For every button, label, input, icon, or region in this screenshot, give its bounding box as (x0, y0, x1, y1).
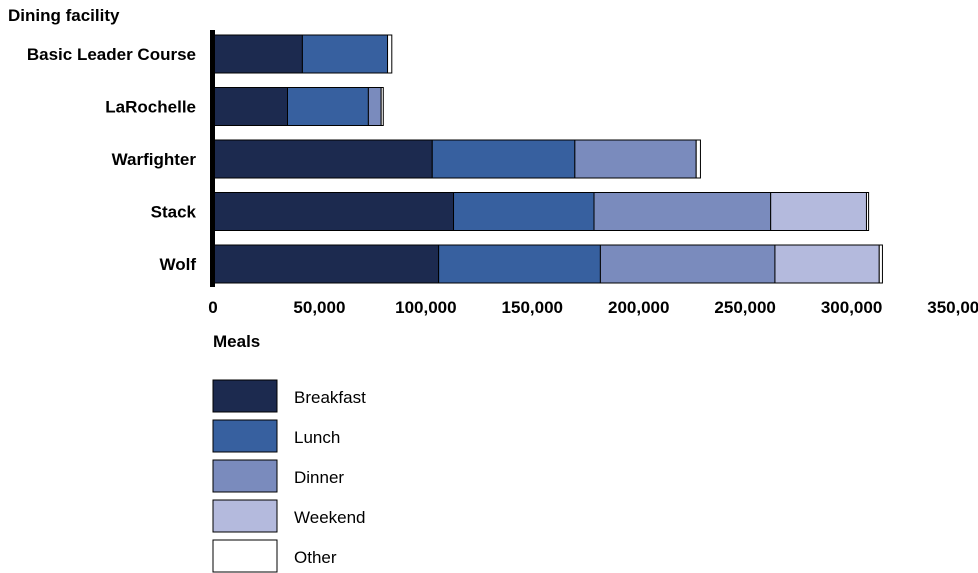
x-tick-label: 350,000 (927, 298, 978, 317)
category-label: Basic Leader Course (27, 45, 196, 64)
legend-label-lunch: Lunch (294, 428, 340, 447)
bar-segment-lunch (453, 192, 595, 231)
x-tick-label: 100,000 (395, 298, 456, 317)
bar-segment-dinner (599, 244, 776, 284)
bar-segment-dinner (593, 192, 772, 231)
x-tick-label: 200,000 (608, 298, 669, 317)
bar-segment-dinner (367, 87, 382, 126)
bar-segment-breakfast (212, 192, 455, 231)
bar-segment-other (380, 87, 384, 126)
bar-segment-breakfast (212, 244, 440, 284)
category-label: Stack (151, 203, 197, 222)
legend-swatch-weekend (212, 499, 278, 533)
bar-segment-weekend (770, 192, 867, 231)
legend-label-dinner: Dinner (294, 468, 344, 487)
category-label: Warfighter (112, 150, 197, 169)
y-axis-line (210, 30, 215, 287)
bar-segment-breakfast (212, 34, 303, 74)
bar-segment-breakfast (212, 87, 288, 126)
bar-segment-other (387, 34, 393, 74)
bar-segment-other (878, 244, 883, 284)
x-tick-label: 50,000 (293, 298, 345, 317)
x-tick-labels: 0 50,000 100,000 150,000 200,000 250,000 300,0… (208, 298, 978, 317)
category-labels: Basic Leader Course LaRochelle Warfighter S… (27, 45, 197, 274)
bar-segment-other (865, 192, 870, 231)
legend-swatch-other (212, 539, 278, 573)
x-tick-label: 150,000 (502, 298, 563, 317)
bar-segment-lunch (301, 34, 389, 74)
legend-swatch-lunch (212, 419, 278, 453)
category-label: Wolf (159, 255, 196, 274)
bar-segment-weekend (774, 244, 880, 284)
bar-segment-breakfast (212, 139, 433, 179)
x-tick-label: 300,000 (821, 298, 882, 317)
legend: Breakfast Lunch Dinner Weekend Other (212, 379, 366, 573)
legend-label-other: Other (294, 548, 337, 567)
legend-swatch-breakfast (212, 379, 278, 413)
bar-segment-dinner (574, 139, 697, 179)
bar-segment-lunch (438, 244, 601, 284)
x-tick-label: 250,000 (714, 298, 775, 317)
bar-segment-lunch (431, 139, 576, 179)
bar-segment-other (695, 139, 701, 179)
category-label: LaRochelle (105, 98, 196, 117)
x-tick-label: 0 (208, 298, 217, 317)
y-axis-title: Dining facility (8, 6, 120, 25)
legend-label-breakfast: Breakfast (294, 388, 366, 407)
legend-label-weekend: Weekend (294, 508, 366, 527)
legend-swatch-dinner (212, 459, 278, 493)
bars-group (212, 34, 883, 284)
bar-segment-lunch (287, 87, 369, 126)
x-axis-title: Meals (213, 332, 260, 351)
